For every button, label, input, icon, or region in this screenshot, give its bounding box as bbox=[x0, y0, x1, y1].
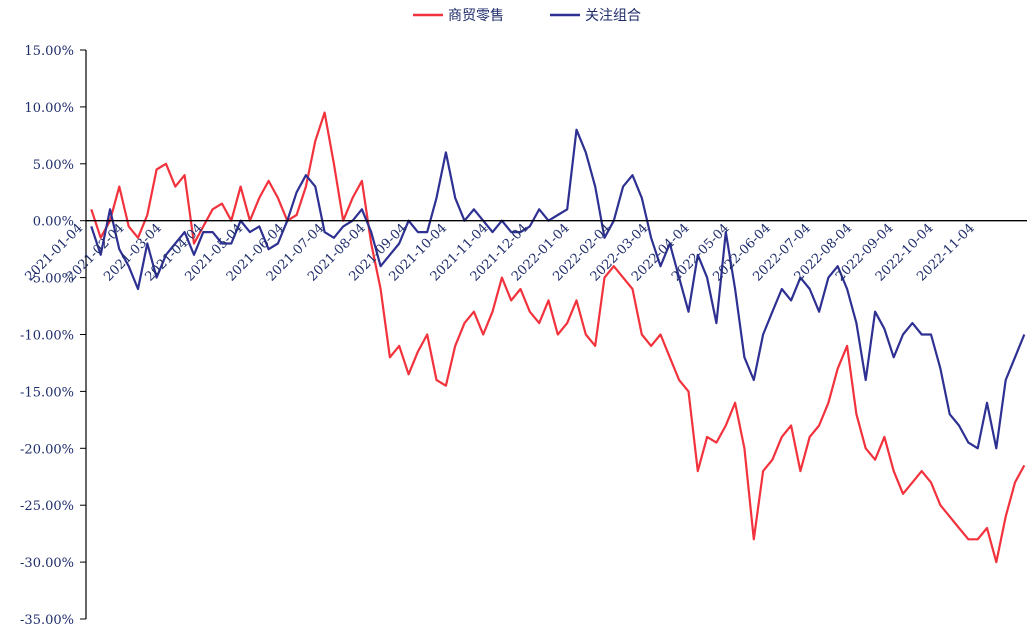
x-axis: 2021-01-042021-02-042021-03-042021-04-04… bbox=[23, 220, 1027, 285]
legend: 商贸零售 关注组合 bbox=[413, 8, 641, 24]
y-tick-label: -10.00% bbox=[20, 329, 74, 344]
y-tick-label: -25.00% bbox=[20, 499, 74, 514]
series-lines bbox=[90, 111, 1026, 564]
y-tick-label: 10.00% bbox=[24, 101, 74, 116]
y-tick-label: 0.00% bbox=[33, 215, 74, 230]
y-tick-label: 15.00% bbox=[24, 44, 74, 59]
legend-label-series-2: 关注组合 bbox=[585, 8, 641, 24]
y-axis: 15.00% 10.00% 5.00% 0.00% -5.00% -10.00% -15.0… bbox=[20, 44, 87, 628]
y-tick-label: -15.00% bbox=[20, 385, 74, 400]
y-tick-label: -5.00% bbox=[28, 272, 74, 287]
y-tick-label: -20.00% bbox=[20, 442, 74, 457]
y-tick-label: -30.00% bbox=[20, 556, 74, 571]
legend-label-series-1: 商贸零售 bbox=[448, 8, 504, 24]
y-tick-label: -35.00% bbox=[20, 613, 74, 628]
y-tick-label: 5.00% bbox=[33, 158, 74, 173]
series-line-1 bbox=[90, 111, 1026, 564]
series-line-2 bbox=[90, 128, 1026, 450]
